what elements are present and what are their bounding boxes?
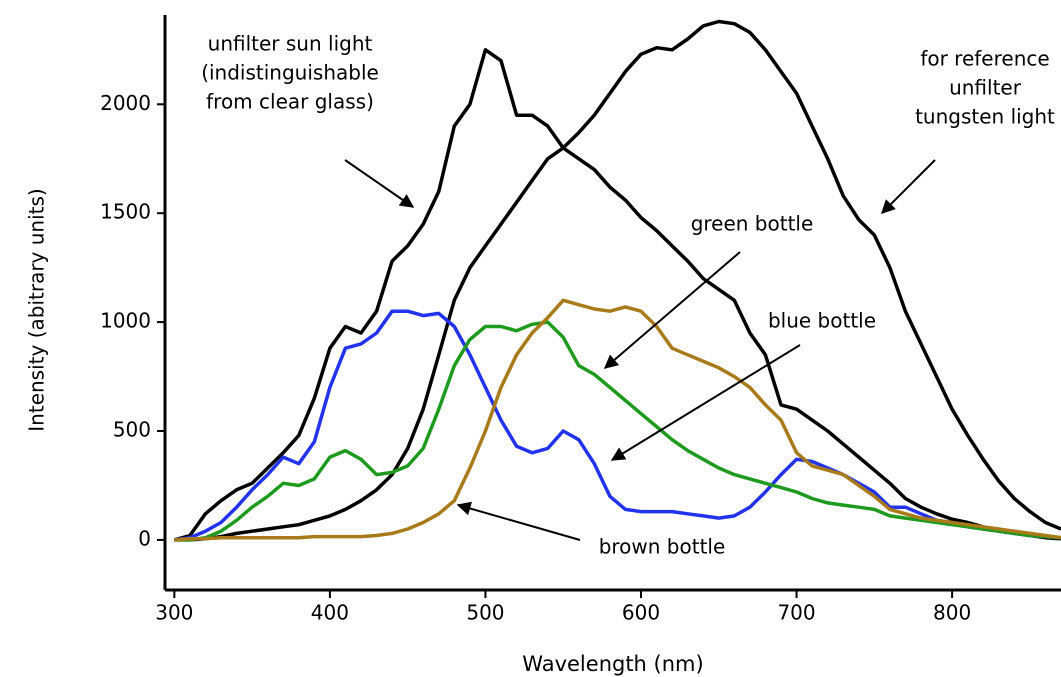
x-tick-label: 400 xyxy=(311,601,349,625)
x-tick-label: 600 xyxy=(622,601,660,625)
y-tick-label: 2000 xyxy=(100,91,151,115)
series-line xyxy=(174,320,1061,542)
y-tick-label: 1000 xyxy=(100,309,151,333)
series-line xyxy=(174,298,1061,542)
y-tick-label: 0 xyxy=(138,526,151,550)
series-line xyxy=(173,48,1061,542)
x-tick-label: 500 xyxy=(466,601,504,625)
annotation: for reference xyxy=(920,47,1049,71)
annotation: green bottle xyxy=(691,212,814,236)
series-line xyxy=(174,309,1061,542)
annotation: blue bottle xyxy=(768,309,876,333)
y-axis-label: Intensity (abitrary units) xyxy=(25,188,49,431)
x-tick-label: 700 xyxy=(777,601,815,625)
y-tick-label: 500 xyxy=(113,418,151,442)
annotation-arrow xyxy=(881,159,936,214)
annotation: from clear glass) xyxy=(206,90,374,114)
annotation-arrow xyxy=(603,251,741,369)
annotation: (indistinguishable xyxy=(201,61,379,85)
annotation: unfilter sun light xyxy=(208,32,373,56)
y-tick-label: 1500 xyxy=(100,200,151,224)
series-line xyxy=(174,19,1061,542)
annotation: unfilter xyxy=(949,76,1022,100)
annotation-arrow xyxy=(610,344,801,461)
x-tick-label: 800 xyxy=(933,601,971,625)
annotation-arrow xyxy=(344,159,415,208)
x-tick-label: 300 xyxy=(155,601,193,625)
x-axis-label: Wavelength (nm) xyxy=(522,652,703,676)
annotation: tungsten light xyxy=(915,105,1055,129)
annotation: brown bottle xyxy=(599,535,726,559)
annotation-arrow xyxy=(456,501,581,541)
